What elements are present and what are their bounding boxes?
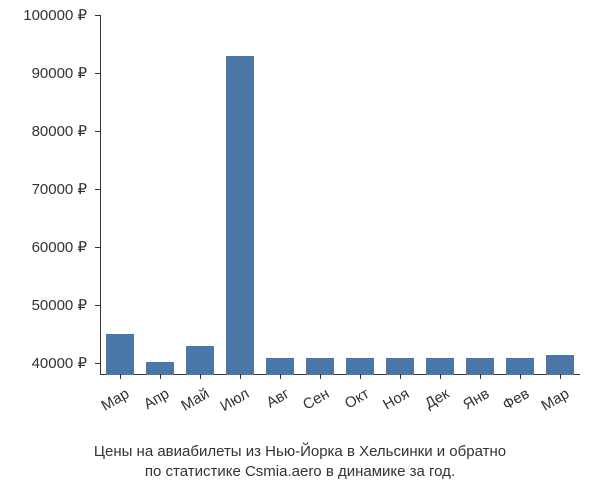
y-tick-mark [95, 305, 100, 306]
x-tick-mark [120, 374, 121, 379]
x-tick-label: Май [169, 385, 212, 420]
bar [146, 362, 174, 375]
y-tick-label: 70000 ₽ [32, 180, 87, 198]
bar [306, 358, 334, 375]
y-tick-label: 90000 ₽ [32, 64, 87, 82]
bar [506, 358, 534, 375]
x-tick-mark [240, 374, 241, 379]
bar [106, 334, 134, 375]
x-tick-mark [200, 374, 201, 379]
x-tick-mark [320, 374, 321, 379]
y-tick-label: 60000 ₽ [32, 238, 87, 256]
bar [426, 358, 454, 375]
x-tick-label: Янв [449, 385, 492, 420]
bar [546, 355, 574, 375]
y-tick-mark [95, 131, 100, 132]
x-tick-mark [400, 374, 401, 379]
x-tick-label: Фев [489, 385, 532, 420]
y-tick-mark [95, 247, 100, 248]
bar [226, 56, 254, 375]
y-tick-label: 80000 ₽ [32, 122, 87, 140]
y-tick-mark [95, 15, 100, 16]
plot-area [100, 15, 580, 375]
x-tick-label: Апр [129, 385, 172, 420]
y-tick-label: 50000 ₽ [32, 296, 87, 314]
x-tick-label: Авг [249, 385, 292, 420]
x-tick-label: Июл [209, 385, 252, 420]
x-tick-label: Ноя [369, 385, 412, 420]
x-tick-label: Сен [289, 385, 332, 420]
x-tick-mark [480, 374, 481, 379]
x-tick-label: Мар [89, 385, 132, 420]
chart-container: 40000 ₽ 50000 ₽ 60000 ₽ 70000 ₽ 80000 ₽ 90000… [10, 10, 590, 490]
caption-line-2: по статистике Csmia.aero в динамике за г… [145, 463, 455, 480]
caption-line-1: Цены на авиабилеты из Нью-Йорка в Хельси… [94, 443, 506, 460]
y-tick-mark [95, 189, 100, 190]
x-tick-mark [440, 374, 441, 379]
x-tick-mark [560, 374, 561, 379]
bar [466, 358, 494, 375]
x-tick-mark [520, 374, 521, 379]
y-tick-mark [95, 363, 100, 364]
bar [386, 358, 414, 375]
x-tick-mark [160, 374, 161, 379]
bar [186, 346, 214, 375]
y-tick-label: 100000 ₽ [23, 6, 87, 24]
y-axis: 40000 ₽ 50000 ₽ 60000 ₽ 70000 ₽ 80000 ₽ 90000… [10, 15, 95, 375]
x-tick-label: Дек [409, 385, 452, 420]
x-tick-mark [280, 374, 281, 379]
x-tick-label: Окт [329, 385, 372, 420]
chart-caption: Цены на авиабилеты из Нью-Йорка в Хельси… [10, 442, 590, 483]
bar [266, 358, 294, 375]
y-tick-label: 40000 ₽ [32, 354, 87, 372]
x-axis-labels: МарАпрМайИюлАвгСенОктНояДекЯнвФевМар [100, 378, 580, 433]
bar [346, 358, 374, 375]
x-tick-mark [360, 374, 361, 379]
y-tick-mark [95, 73, 100, 74]
x-tick-label: Мар [529, 385, 572, 420]
